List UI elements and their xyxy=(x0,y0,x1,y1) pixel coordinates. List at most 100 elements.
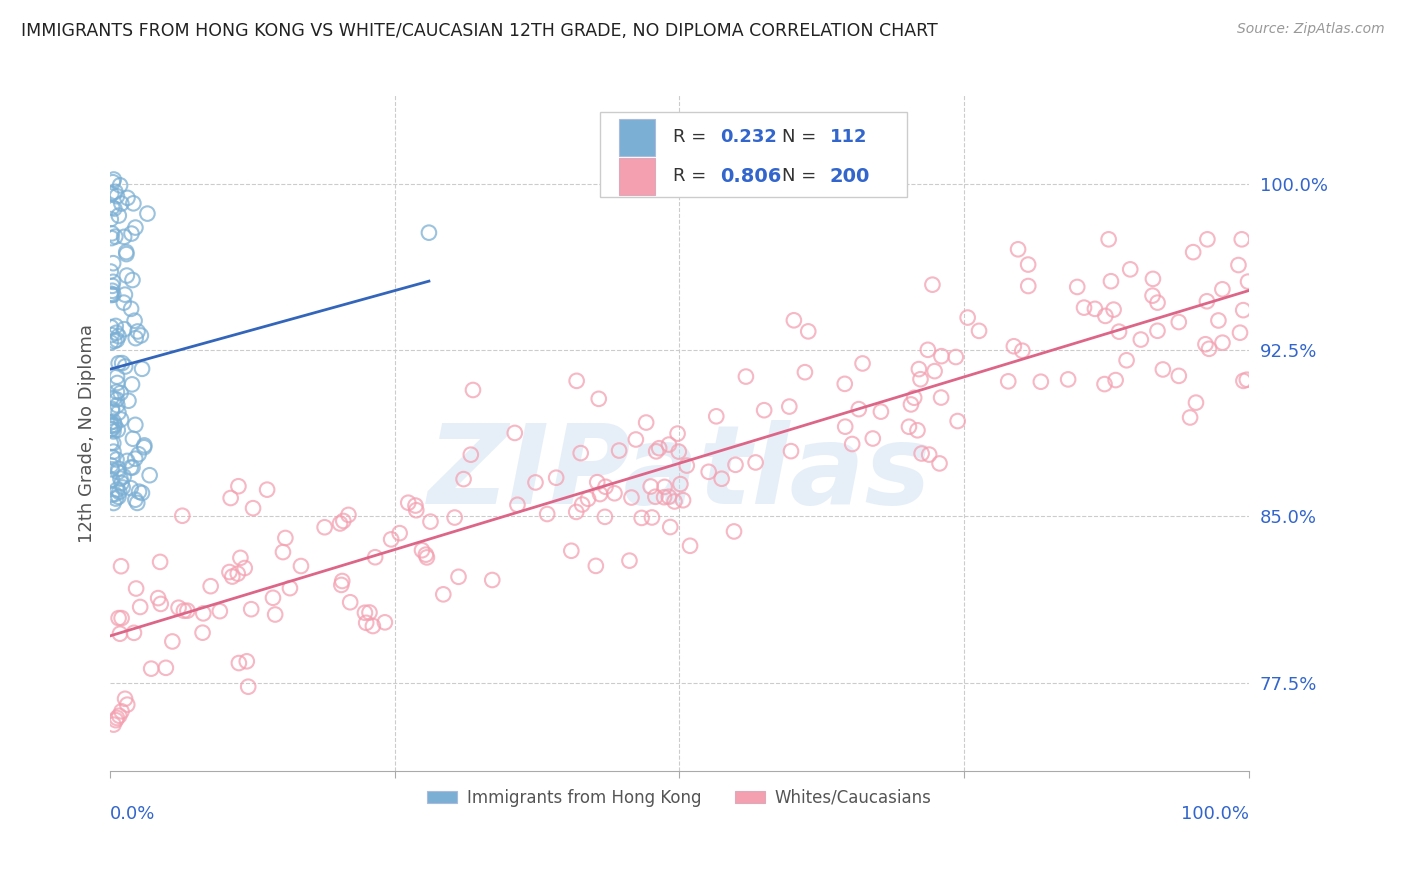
Point xyxy=(124,451,146,466)
Point xyxy=(411,543,433,558)
Point xyxy=(103,717,125,731)
Point xyxy=(136,206,159,220)
Point xyxy=(593,509,616,524)
Point xyxy=(121,273,143,287)
Point xyxy=(103,392,125,406)
Point xyxy=(256,483,278,497)
Point xyxy=(624,433,647,447)
Point xyxy=(105,483,128,497)
Point xyxy=(536,507,558,521)
Point xyxy=(1007,242,1029,256)
Point xyxy=(110,559,132,574)
Point xyxy=(101,403,124,417)
Point xyxy=(111,356,134,370)
Point xyxy=(374,615,396,630)
Point xyxy=(1104,373,1126,387)
Point xyxy=(1119,262,1142,277)
Point xyxy=(1182,245,1205,260)
Point xyxy=(103,287,125,301)
Point xyxy=(481,573,503,587)
Point xyxy=(110,196,132,211)
Point xyxy=(443,510,465,524)
Point xyxy=(668,444,690,458)
Point xyxy=(658,490,681,504)
Text: N =: N = xyxy=(782,167,823,186)
Text: R =: R = xyxy=(672,128,711,146)
Point xyxy=(104,487,127,501)
Point xyxy=(565,374,588,388)
Point xyxy=(447,570,470,584)
Point xyxy=(640,479,662,493)
Point xyxy=(124,220,146,235)
Point xyxy=(697,465,720,479)
Point xyxy=(679,539,702,553)
Point xyxy=(1017,258,1039,272)
Point xyxy=(636,416,658,430)
Point xyxy=(1185,395,1208,409)
Point xyxy=(1208,313,1230,327)
Point xyxy=(793,365,815,379)
Point xyxy=(115,454,138,468)
Point xyxy=(101,256,124,270)
Point xyxy=(131,361,153,376)
Point xyxy=(1146,324,1168,338)
Point xyxy=(121,377,143,392)
Point xyxy=(900,397,922,411)
Point xyxy=(848,402,870,417)
Point xyxy=(1227,258,1250,272)
Point xyxy=(110,386,132,401)
Point xyxy=(1195,294,1218,309)
Point xyxy=(104,185,127,199)
Point xyxy=(652,490,675,504)
Point xyxy=(128,484,150,499)
Point xyxy=(418,226,440,240)
Point xyxy=(101,422,124,436)
Point xyxy=(125,331,148,345)
Point xyxy=(100,391,122,405)
Point xyxy=(176,604,198,618)
Point xyxy=(101,473,124,487)
Point xyxy=(112,295,135,310)
Point xyxy=(945,350,967,364)
Point xyxy=(359,606,381,620)
Point xyxy=(101,450,124,464)
Point xyxy=(704,409,727,424)
Point xyxy=(571,498,593,512)
Point xyxy=(107,461,129,475)
Text: 0.232: 0.232 xyxy=(720,128,778,146)
Point xyxy=(233,561,256,575)
Point xyxy=(404,499,426,513)
Point xyxy=(172,508,194,523)
Point xyxy=(278,581,301,595)
Point xyxy=(290,559,312,574)
Point xyxy=(105,398,128,412)
Point xyxy=(724,458,747,472)
Point xyxy=(127,496,149,510)
Point xyxy=(110,476,132,491)
Point xyxy=(104,491,127,506)
Point xyxy=(101,175,124,189)
Point xyxy=(100,286,122,301)
Point xyxy=(138,468,160,483)
Point xyxy=(897,419,920,434)
Point xyxy=(218,565,240,579)
Point xyxy=(1108,325,1130,339)
Point xyxy=(560,543,582,558)
Point xyxy=(918,448,941,462)
Point xyxy=(129,328,152,343)
Point xyxy=(1167,315,1189,329)
Point xyxy=(997,375,1019,389)
Text: Source: ZipAtlas.com: Source: ZipAtlas.com xyxy=(1237,22,1385,37)
Point xyxy=(173,604,195,618)
Point xyxy=(1198,342,1220,356)
Point xyxy=(125,582,148,596)
Point xyxy=(105,189,128,203)
Point xyxy=(1094,309,1116,323)
Point xyxy=(264,607,287,622)
Point xyxy=(107,356,129,370)
Text: 112: 112 xyxy=(830,128,868,146)
Point xyxy=(122,625,145,640)
Point xyxy=(924,364,946,378)
Point xyxy=(117,393,139,408)
Point xyxy=(104,318,127,333)
